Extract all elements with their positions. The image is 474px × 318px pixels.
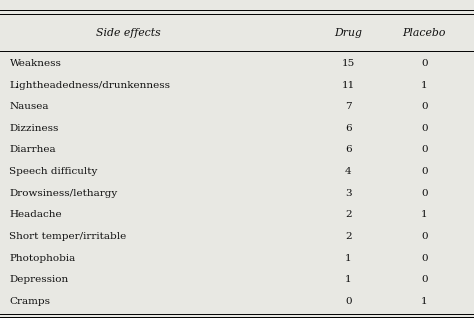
Text: 0: 0 xyxy=(421,145,428,155)
Text: Speech difficulty: Speech difficulty xyxy=(9,167,98,176)
Text: 1: 1 xyxy=(345,253,352,263)
Text: 6: 6 xyxy=(345,124,352,133)
Text: Headache: Headache xyxy=(9,210,62,219)
Text: 0: 0 xyxy=(421,232,428,241)
Text: 1: 1 xyxy=(421,80,428,90)
Text: Photophobia: Photophobia xyxy=(9,253,76,263)
Text: Drug: Drug xyxy=(334,28,363,38)
Text: Short temper/irritable: Short temper/irritable xyxy=(9,232,127,241)
Text: 2: 2 xyxy=(345,210,352,219)
Text: Depression: Depression xyxy=(9,275,69,284)
Text: 0: 0 xyxy=(421,59,428,68)
Text: 0: 0 xyxy=(421,167,428,176)
Text: 0: 0 xyxy=(421,275,428,284)
Text: 3: 3 xyxy=(345,189,352,198)
Text: Diarrhea: Diarrhea xyxy=(9,145,56,155)
Text: 7: 7 xyxy=(345,102,352,111)
Text: Nausea: Nausea xyxy=(9,102,49,111)
Text: 4: 4 xyxy=(345,167,352,176)
Text: Drowsiness/lethargy: Drowsiness/lethargy xyxy=(9,189,118,198)
Text: 1: 1 xyxy=(345,275,352,284)
Text: 0: 0 xyxy=(421,253,428,263)
Text: Dizziness: Dizziness xyxy=(9,124,59,133)
Text: 2: 2 xyxy=(345,232,352,241)
Text: 0: 0 xyxy=(421,189,428,198)
Text: 0: 0 xyxy=(421,102,428,111)
Text: 15: 15 xyxy=(342,59,355,68)
Text: Weakness: Weakness xyxy=(9,59,61,68)
Text: 1: 1 xyxy=(421,297,428,306)
Text: 6: 6 xyxy=(345,145,352,155)
Text: Cramps: Cramps xyxy=(9,297,50,306)
Text: Lightheadedness/drunkenness: Lightheadedness/drunkenness xyxy=(9,80,171,90)
Text: Side effects: Side effects xyxy=(96,28,160,38)
Text: 0: 0 xyxy=(421,124,428,133)
Text: 0: 0 xyxy=(345,297,352,306)
Text: 11: 11 xyxy=(342,80,355,90)
Text: Placebo: Placebo xyxy=(402,28,446,38)
Text: 1: 1 xyxy=(421,210,428,219)
